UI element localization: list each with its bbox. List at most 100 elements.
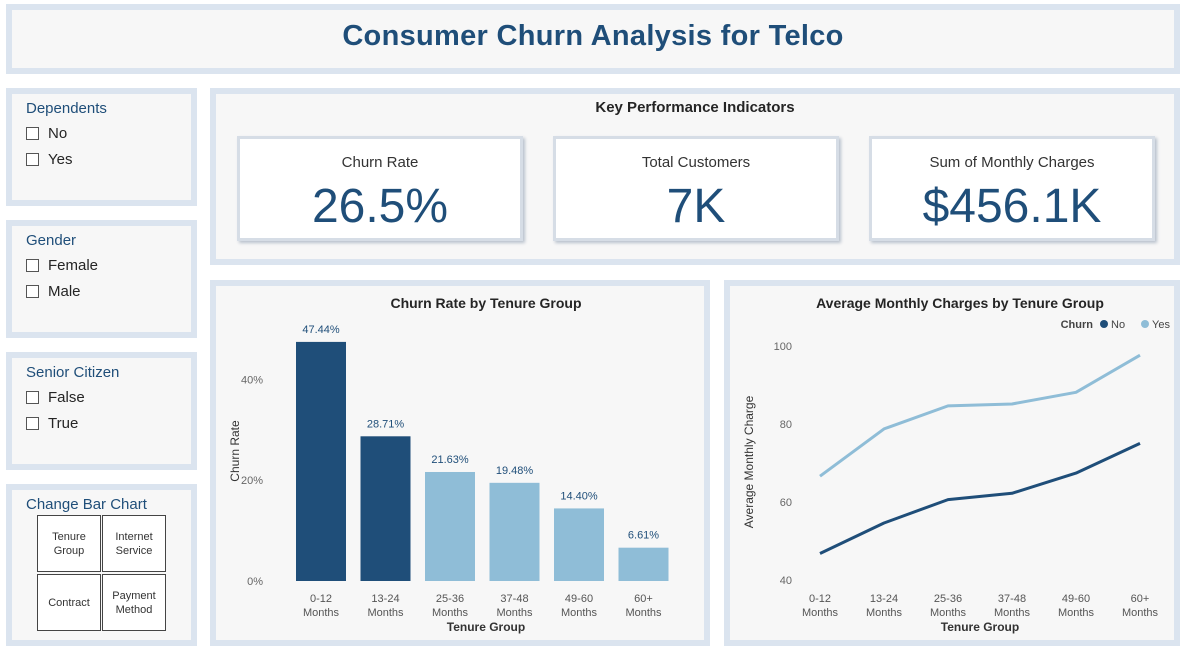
kpi-value: 26.5%: [311, 180, 449, 233]
bar: [618, 547, 669, 581]
kpi-panel: Key Performance Indicators Churn Rate 26…: [210, 88, 1180, 265]
bar-value-label: 28.71%: [367, 418, 405, 430]
kpi-label: Sum of Monthly Charges: [929, 154, 1095, 171]
y-tick-label: 60: [780, 497, 792, 509]
option-label: True: [48, 415, 79, 432]
chart-title: Churn Rate by Tenure Group: [390, 295, 581, 311]
bar-value-label: 6.61%: [628, 530, 659, 542]
title-panel: Consumer Churn Analysis for Telco: [6, 4, 1180, 74]
slicer-option-true[interactable]: True: [26, 415, 78, 432]
legend-title: Churn: [1061, 319, 1094, 331]
x-tick-label: 49-60: [1062, 593, 1090, 605]
y-axis-label: Churn Rate: [228, 420, 242, 482]
x-tick-label: 37-48: [500, 593, 528, 605]
bar: [554, 508, 604, 581]
y-tick-label: 80: [780, 419, 792, 431]
x-tick-label: 0-12: [809, 593, 831, 605]
series-line-no: [819, 442, 1141, 555]
bar-chart: Churn Rate by Tenure Group 0% 20% 40% Churn …: [228, 295, 669, 634]
gender-slicer: Gender Female Male: [6, 220, 197, 338]
x-tick-label: 0-12: [310, 593, 332, 605]
internet-service-button[interactable]: Internet Service: [102, 515, 166, 572]
option-label: Yes: [48, 151, 73, 168]
kpi-label: Total Customers: [641, 154, 751, 171]
y-tick-label: 40: [780, 575, 792, 587]
dependents-slicer: Dependents No Yes: [6, 88, 197, 206]
legend-label-no: No: [1111, 319, 1125, 331]
payment-method-button[interactable]: Payment Method: [102, 574, 166, 631]
legend-label-yes: Yes: [1152, 319, 1170, 331]
page-title: Consumer Churn Analysis for Telco: [342, 20, 844, 52]
x-tick-label: Months: [994, 607, 1031, 619]
option-label: Male: [48, 283, 81, 300]
kpi-heading: Key Performance Indicators: [595, 99, 795, 116]
senior-citizen-slicer: Senior Citizen False True: [6, 352, 197, 470]
checkbox[interactable]: [26, 417, 39, 430]
slicer-option-false[interactable]: False: [26, 389, 85, 406]
x-axis-label: Tenure Group: [941, 620, 1019, 634]
kpi-card-monthly-charges: Sum of Monthly Charges $456.1K: [869, 136, 1155, 241]
y-tick-label: 100: [774, 341, 792, 353]
slicer-option-no[interactable]: No: [26, 125, 67, 142]
option-label: No: [48, 125, 68, 142]
x-tick-label: 60+: [634, 593, 653, 605]
series-line-yes: [819, 353, 1141, 478]
x-tick-label: 13-24: [870, 593, 898, 605]
bar-value-label: 21.63%: [431, 454, 469, 466]
kpi-label: Churn Rate: [341, 154, 419, 171]
x-tick-label: 13-24: [371, 593, 399, 605]
bar: [296, 341, 346, 581]
kpi-value: $456.1K: [922, 180, 1102, 233]
change-bar-chart-panel: Change Bar Chart Tenure Group Internet S…: [6, 484, 197, 646]
slicer-option-yes[interactable]: Yes: [26, 151, 72, 168]
line-chart-panel: Average Monthly Charges by Tenure Group C…: [724, 280, 1180, 646]
bar-value-label: 47.44%: [302, 324, 340, 336]
x-tick-label: 25-36: [934, 593, 962, 605]
checkbox[interactable]: [26, 285, 39, 298]
y-tick-label: 40%: [241, 374, 263, 386]
y-tick-label: 0%: [247, 576, 263, 588]
x-tick-label: Months: [1058, 607, 1095, 619]
x-tick-label: Months: [303, 607, 340, 619]
checkbox[interactable]: [26, 153, 39, 166]
option-label: Female: [48, 257, 99, 274]
slicer-title: Dependents: [26, 100, 107, 117]
x-tick-label: Months: [1122, 607, 1159, 619]
slicer-option-female[interactable]: Female: [26, 257, 98, 274]
tenure-group-button[interactable]: Tenure Group: [37, 515, 101, 572]
x-tick-label: Months: [802, 607, 839, 619]
x-tick-label: 60+: [1131, 593, 1150, 605]
x-tick-label: Months: [432, 607, 469, 619]
x-tick-label: Months: [625, 607, 662, 619]
y-tick-label: 20%: [241, 475, 263, 487]
bar: [360, 436, 411, 581]
x-axis-label: Tenure Group: [447, 620, 525, 634]
option-label: False: [48, 389, 85, 406]
kpi-value: 7K: [666, 180, 726, 233]
x-tick-label: 25-36: [436, 593, 464, 605]
bar-chart-panel: Churn Rate by Tenure Group 0% 20% 40% Churn …: [210, 280, 710, 646]
x-tick-label: Months: [561, 607, 598, 619]
slicer-title: Gender: [26, 232, 77, 249]
legend-marker-yes: [1141, 320, 1149, 328]
kpi-card-churn-rate: Churn Rate 26.5%: [237, 136, 523, 241]
checkbox[interactable]: [26, 391, 39, 404]
checkbox[interactable]: [26, 127, 39, 140]
bar: [489, 482, 540, 581]
x-tick-label: 49-60: [565, 593, 593, 605]
checkbox[interactable]: [26, 259, 39, 272]
kpi-card-total-customers: Total Customers 7K: [553, 136, 839, 241]
slicer-title: Senior Citizen: [26, 364, 120, 381]
x-tick-label: Months: [496, 607, 533, 619]
chart-title: Average Monthly Charges by Tenure Group: [816, 295, 1104, 311]
contract-button[interactable]: Contract: [37, 574, 101, 631]
bar-value-label: 14.40%: [560, 490, 598, 502]
bar-value-label: 19.48%: [496, 465, 534, 477]
x-tick-label: Months: [866, 607, 903, 619]
x-tick-label: 37-48: [998, 593, 1026, 605]
bar: [425, 471, 475, 581]
change-chart-title: Change Bar Chart: [26, 496, 147, 513]
slicer-option-male[interactable]: Male: [26, 283, 81, 300]
line-chart: Average Monthly Charges by Tenure Group C…: [742, 295, 1170, 634]
x-tick-label: Months: [367, 607, 404, 619]
